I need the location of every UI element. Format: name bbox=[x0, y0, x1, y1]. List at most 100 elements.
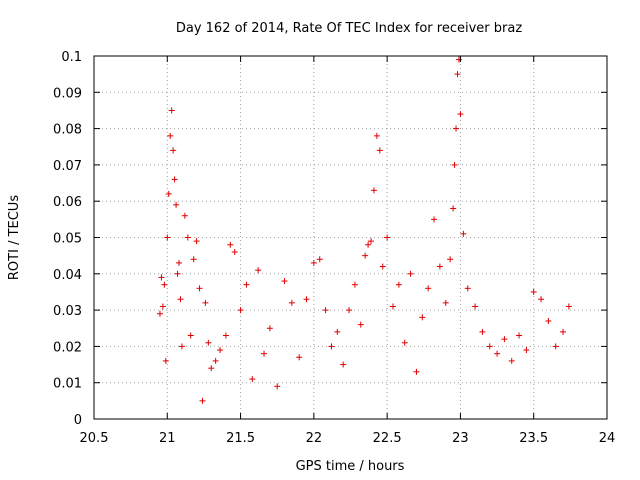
data-point bbox=[158, 274, 165, 281]
data-point bbox=[243, 281, 250, 288]
data-point bbox=[231, 249, 238, 256]
data-point bbox=[431, 216, 438, 223]
data-point bbox=[460, 230, 467, 237]
data-point bbox=[538, 296, 545, 303]
y-axis-label: ROTI / TECUs bbox=[7, 195, 22, 280]
data-point bbox=[174, 270, 181, 277]
y-tick-labels: 0 0.01 0.02 0.03 0.04 0.05 0.06 0.07 0.08 0.09 0.1 bbox=[53, 50, 82, 428]
data-point bbox=[222, 332, 229, 339]
data-point bbox=[227, 241, 234, 248]
data-point bbox=[552, 343, 559, 350]
data-point bbox=[340, 361, 347, 368]
data-point bbox=[261, 350, 268, 357]
data-point bbox=[351, 281, 358, 288]
data-point bbox=[288, 299, 295, 306]
x-tick-label: 21 bbox=[159, 431, 176, 446]
data-point bbox=[384, 234, 391, 241]
data-point bbox=[322, 307, 329, 314]
data-point bbox=[516, 332, 523, 339]
data-point bbox=[370, 187, 377, 194]
y-tick-label: 0.03 bbox=[53, 304, 82, 319]
data-point bbox=[208, 365, 215, 372]
data-point bbox=[413, 368, 420, 375]
y-tick-label: 0.06 bbox=[53, 195, 82, 210]
y-tick-label: 0.02 bbox=[53, 340, 82, 355]
x-tick-label: 22.5 bbox=[373, 431, 402, 446]
data-point bbox=[472, 303, 479, 310]
data-point bbox=[159, 303, 166, 310]
data-point bbox=[184, 234, 191, 241]
grid-lines bbox=[94, 56, 607, 419]
data-point bbox=[508, 357, 515, 364]
data-point bbox=[171, 176, 178, 183]
data-point bbox=[457, 111, 464, 118]
data-point bbox=[346, 307, 353, 314]
chart-title: Day 162 of 2014, Rate Of TEC Index for r… bbox=[176, 21, 522, 36]
data-point bbox=[357, 321, 364, 328]
y-tick-label: 0.08 bbox=[53, 123, 82, 138]
data-point bbox=[334, 328, 341, 335]
data-point bbox=[176, 259, 183, 266]
data-point bbox=[425, 285, 432, 292]
data-point bbox=[196, 285, 203, 292]
data-point bbox=[401, 339, 408, 346]
data-point bbox=[178, 343, 185, 350]
data-point bbox=[161, 281, 168, 288]
data-point bbox=[390, 303, 397, 310]
data-point bbox=[450, 205, 457, 212]
y-tick-label: 0.05 bbox=[53, 232, 82, 247]
y-tick-label: 0.04 bbox=[53, 268, 82, 283]
data-point bbox=[303, 296, 310, 303]
data-point bbox=[217, 347, 224, 354]
data-point bbox=[164, 234, 171, 241]
y-tick-label: 0.01 bbox=[53, 377, 82, 392]
data-point bbox=[368, 238, 375, 245]
data-point bbox=[453, 125, 460, 132]
data-point bbox=[202, 299, 209, 306]
data-point bbox=[494, 350, 501, 357]
data-point bbox=[310, 259, 317, 266]
data-point bbox=[177, 296, 184, 303]
data-point bbox=[187, 332, 194, 339]
data-point bbox=[173, 201, 180, 208]
x-tick-label: 23.5 bbox=[519, 431, 548, 446]
data-point bbox=[486, 343, 493, 350]
data-point bbox=[255, 267, 262, 274]
data-point bbox=[190, 256, 197, 263]
data-points bbox=[156, 56, 572, 404]
data-point bbox=[501, 336, 508, 343]
data-point bbox=[407, 270, 414, 277]
data-point bbox=[165, 190, 172, 197]
data-point bbox=[530, 288, 537, 295]
y-tick-label: 0 bbox=[74, 413, 82, 428]
data-point bbox=[316, 256, 323, 263]
data-point bbox=[455, 56, 462, 63]
data-point bbox=[442, 299, 449, 306]
data-point bbox=[199, 397, 206, 404]
data-point bbox=[249, 376, 256, 383]
data-point bbox=[436, 263, 443, 270]
data-point bbox=[266, 325, 273, 332]
x-tick-label: 24 bbox=[599, 431, 616, 446]
data-point bbox=[451, 161, 458, 168]
data-point bbox=[156, 310, 163, 317]
data-point bbox=[365, 241, 372, 248]
data-point bbox=[376, 147, 383, 154]
data-point bbox=[362, 252, 369, 259]
y-tick-label: 0.09 bbox=[53, 86, 82, 101]
x-tick-labels: 20.5 21 21.5 22 22.5 23 23.5 24 bbox=[80, 431, 616, 446]
data-point bbox=[181, 212, 188, 219]
x-tick-label: 20.5 bbox=[80, 431, 109, 446]
data-point bbox=[170, 147, 177, 154]
data-point bbox=[274, 383, 281, 390]
x-tick-label: 22 bbox=[306, 431, 323, 446]
y-tick-label: 0.07 bbox=[53, 159, 82, 174]
data-point bbox=[379, 263, 386, 270]
data-point bbox=[373, 132, 380, 139]
data-point bbox=[168, 107, 175, 114]
data-point bbox=[545, 317, 552, 324]
data-point bbox=[523, 347, 530, 354]
x-tick-label: 23 bbox=[452, 431, 469, 446]
data-point bbox=[464, 285, 471, 292]
data-point bbox=[296, 354, 303, 361]
